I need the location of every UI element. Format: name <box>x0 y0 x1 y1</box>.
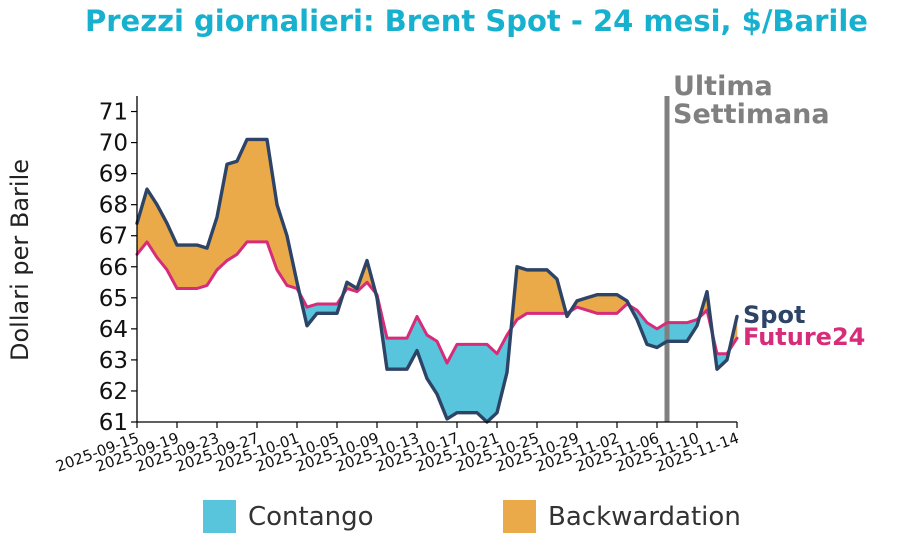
legend-item-contango: Contango <box>203 500 374 533</box>
y-axis-label: Dollari per Barile <box>6 159 34 361</box>
y-tick-label: 66 <box>99 255 128 281</box>
y-tick-label: 69 <box>99 162 128 188</box>
y-tick-label: 64 <box>99 317 128 343</box>
backwardation-area <box>536 269 548 314</box>
y-tick-label: 65 <box>99 286 128 312</box>
backwardation-area <box>226 160 238 262</box>
series-line-spot <box>135 137 739 424</box>
backwardation-area <box>176 244 188 289</box>
contango-area <box>466 344 478 413</box>
contango-area <box>396 337 408 370</box>
backwardation-area <box>256 139 268 243</box>
backwardation-area <box>596 294 608 314</box>
backwardation-area <box>246 139 258 243</box>
legend-item-backwardation: Backwardation <box>503 500 741 533</box>
y-tick-label: 63 <box>99 348 128 374</box>
backwardation-area <box>196 244 208 289</box>
contango-swatch <box>203 500 236 533</box>
fill-layer <box>136 139 738 423</box>
backwardation-swatch <box>503 500 536 533</box>
backwardation-area <box>606 294 618 314</box>
contango-area <box>476 344 488 423</box>
y-tick-label: 70 <box>99 131 128 157</box>
series-end-label-future24: Future24 <box>743 323 865 351</box>
y-tick-label: 67 <box>99 224 128 250</box>
series-end-label-spot: Spot <box>743 301 805 329</box>
legend-label-backwardation: Backwardation <box>548 501 741 532</box>
axes-layer: 61626364656667686970712025-09-152025-09-… <box>53 96 741 476</box>
contango-area <box>676 322 688 342</box>
y-tick-label: 71 <box>99 100 128 126</box>
ultima-settimana-label: Ultima <box>673 71 773 102</box>
y-tick-label: 68 <box>99 193 128 219</box>
ultima-settimana-label: Settimana <box>673 99 830 130</box>
legend-label-contango: Contango <box>248 501 374 532</box>
chart-title: Prezzi giornalieri: Brent Spot - 24 mesi… <box>85 4 868 38</box>
contango-area <box>486 343 498 423</box>
series-line-future24 <box>135 240 739 365</box>
y-tick-label: 62 <box>99 379 128 405</box>
y-tick-label: 61 <box>99 410 128 436</box>
backwardation-area <box>526 269 538 314</box>
contango-area <box>456 344 468 413</box>
contango-area <box>386 337 398 370</box>
backwardation-area <box>186 244 198 289</box>
backwardation-area <box>516 266 528 321</box>
series-layer <box>135 137 739 424</box>
